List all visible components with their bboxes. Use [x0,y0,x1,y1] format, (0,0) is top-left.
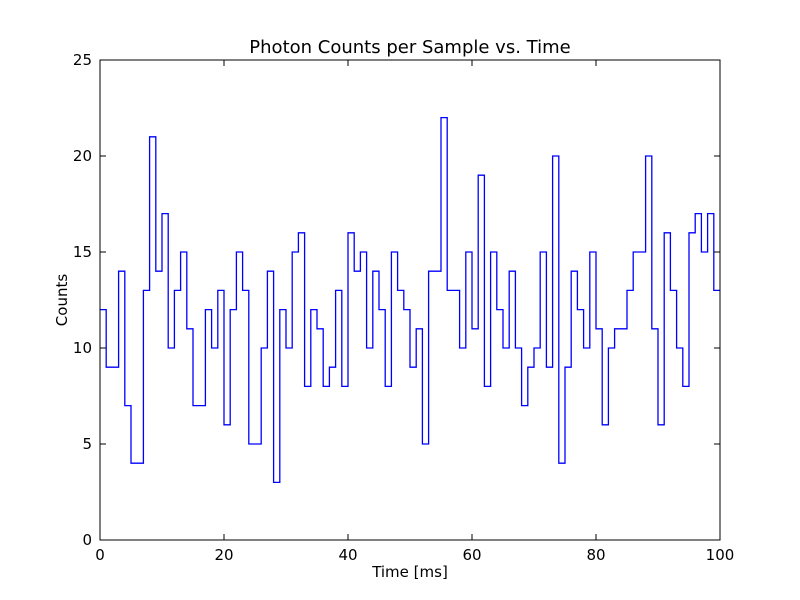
x-tick-label: 100 [706,546,735,564]
y-tick-label: 20 [73,147,92,165]
y-tick-label: 0 [82,531,92,549]
x-tick-label: 80 [586,546,605,564]
axes-frame [99,59,721,541]
x-axis-label: Time [ms] [371,563,448,581]
y-tick-label: 25 [73,51,92,69]
y-tick-label: 15 [73,243,92,261]
x-tick-label: 60 [462,546,481,564]
y-tick-label: 5 [82,435,92,453]
labels-layer: 0 20 40 60 80 100 0 5 10 15 20 25 Photon Counts per … [53,37,734,581]
x-tick-label: 20 [214,546,233,564]
plot-area [99,59,721,541]
y-axis-label: Counts [53,274,71,327]
ticks-layer [99,59,721,541]
chart-title: Photon Counts per Sample vs. Time [249,37,570,58]
x-tick-label: 0 [95,546,105,564]
x-tick-label: 40 [338,546,357,564]
y-tick-label: 10 [73,339,92,357]
series-line-0 [100,116,720,484]
